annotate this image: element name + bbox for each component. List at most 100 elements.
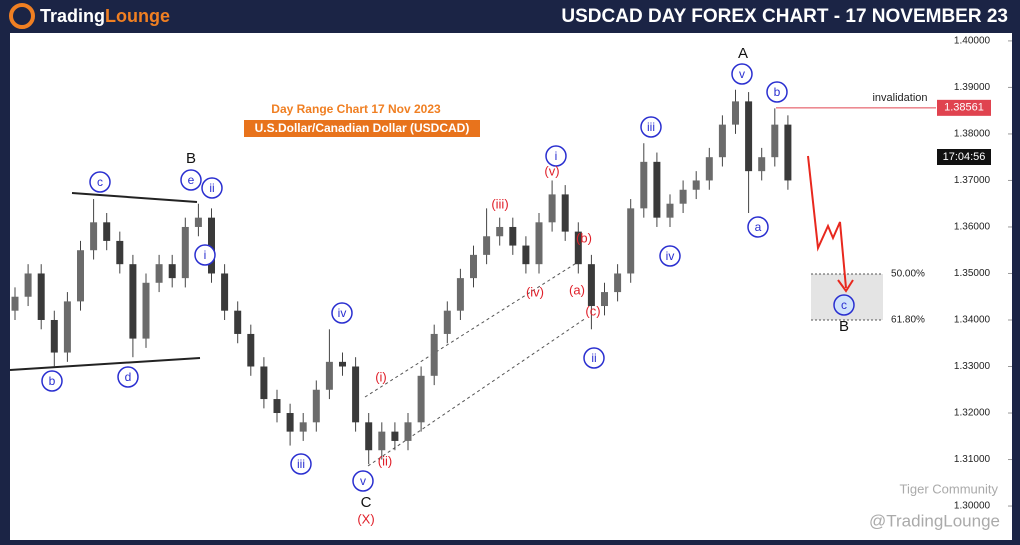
watermark: Tiger Community (900, 481, 999, 496)
candle-body (692, 180, 700, 190)
trendline (9, 357, 201, 371)
wave-label: iv (666, 249, 675, 263)
wave-label: (iv) (526, 284, 544, 299)
y-tick-label: 1.34000 (954, 315, 991, 326)
candle-body (168, 264, 176, 279)
wave-label: c (97, 175, 103, 189)
wave-label-circle (659, 245, 681, 267)
wave-label: C (361, 494, 372, 511)
invalidation-tag (937, 99, 991, 116)
candle-body (758, 157, 766, 172)
wave-label-circle (640, 116, 662, 138)
wave-label: iv (338, 306, 347, 320)
wave-label: (v) (544, 163, 559, 178)
chart-subtitle: Day Range Chart 17 Nov 2023 (271, 102, 441, 116)
candle-body (470, 254, 477, 279)
forecast-path (807, 155, 847, 289)
candle-body (247, 333, 255, 367)
wave-label: c (841, 298, 847, 312)
wave-label-circle (766, 81, 788, 103)
candle-body (732, 101, 739, 125)
wave-label: a (755, 220, 762, 234)
wave-label: b (774, 85, 781, 99)
candle-body (456, 278, 464, 311)
candle-body (522, 245, 530, 265)
wave-label-circle (833, 294, 855, 316)
candle-body (37, 273, 45, 320)
y-tick-label: 1.38000 (954, 129, 991, 140)
wave-label-circle (194, 244, 216, 266)
wave-label: ii (591, 351, 596, 365)
time-label: 17:04:56 (943, 151, 986, 163)
candle-body (378, 431, 386, 451)
y-tick-label: 1.35000 (954, 268, 991, 279)
instrument-box (244, 120, 480, 137)
time-tag (937, 149, 991, 165)
wave-label-circle (583, 347, 605, 369)
wave-label-circle (89, 171, 111, 193)
candle-body (142, 282, 150, 339)
candle-body (234, 310, 242, 334)
candle-body (90, 222, 98, 251)
candle-body (260, 366, 268, 400)
fib-label: 61.80% (891, 315, 925, 326)
candle-body (50, 319, 58, 353)
wave-label: v (360, 474, 366, 488)
candle-body (339, 361, 346, 367)
y-tick-label: 1.31000 (954, 454, 991, 465)
wave-label: b (49, 374, 56, 388)
wave-label: iii (297, 457, 305, 471)
wave-label: (ii) (378, 453, 392, 468)
wave-label: ii (209, 181, 214, 195)
candle-body (129, 264, 137, 339)
wave-label: B (186, 150, 196, 167)
candle-body (627, 208, 635, 274)
channel-line (364, 261, 579, 398)
wave-label-circle (41, 370, 63, 392)
candle-body (509, 226, 517, 246)
y-tick-label: 1.39000 (954, 82, 991, 93)
candle-body (587, 264, 595, 307)
candle-body (312, 389, 320, 423)
candle-body (208, 217, 215, 274)
wave-label-circle (290, 453, 312, 475)
wave-label: (X) (357, 511, 374, 526)
candle-body (443, 310, 451, 334)
wave-label: d (125, 370, 132, 384)
candle-body (273, 399, 281, 414)
wave-label-circle (117, 366, 139, 388)
y-tick-label: 1.30000 (954, 501, 991, 512)
invalidation-value: 1.38561 (944, 102, 984, 114)
candle-body (103, 222, 111, 241)
y-tick-label: 1.33000 (954, 361, 991, 372)
wave-label: v (739, 67, 745, 81)
candle-body (417, 375, 425, 423)
y-tick-label: 1.32000 (954, 408, 991, 419)
candle-body (194, 217, 202, 227)
candle-body (640, 161, 648, 209)
wave-label: i (555, 149, 558, 163)
candle-body (430, 333, 438, 376)
candle-body (771, 124, 779, 158)
candle-body (352, 366, 360, 423)
wave-label-circle (731, 63, 753, 85)
logo-part: Trading (40, 6, 105, 26)
candle-body (784, 124, 792, 181)
candle-body (718, 124, 726, 158)
wave-label: e (188, 173, 195, 187)
wave-label-circle (201, 177, 223, 199)
candle-body (653, 161, 661, 218)
candle-body (221, 273, 229, 311)
candle-body (496, 226, 504, 237)
candle-body (601, 292, 608, 307)
candle-body (325, 361, 333, 390)
wave-label-circle (352, 470, 374, 492)
candle-body (705, 157, 713, 181)
trendline (71, 192, 198, 203)
channel-line (367, 317, 587, 467)
logo-icon (9, 3, 35, 29)
candle-body (24, 273, 32, 297)
y-tick-label: 1.36000 (954, 222, 991, 233)
